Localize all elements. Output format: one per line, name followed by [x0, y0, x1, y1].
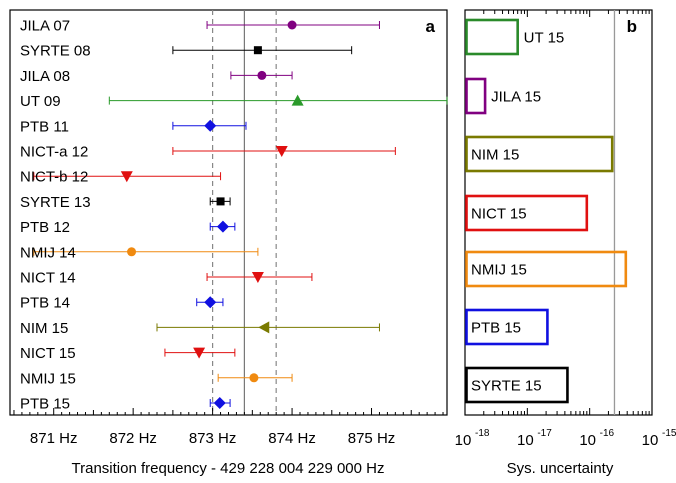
bar-label: JILA 15	[491, 89, 541, 106]
x-tick-label: 873 Hz	[189, 430, 237, 447]
error-bars	[33, 21, 448, 407]
data-point-circle	[127, 247, 137, 257]
panel-b-uncertainty-chart: UT 15 JILA 15 NIM 15 NICT 15 NMIJ 15 PTB 15 SY…	[455, 9, 676, 477]
reference-lines	[212, 10, 277, 415]
log-tick-label: 10	[517, 432, 534, 449]
row-label: PTB 14	[20, 295, 70, 312]
data-point-triangle-down	[275, 146, 288, 157]
data-point-square	[253, 46, 262, 55]
row-label: NICT-a 12	[20, 144, 88, 161]
data-point-triangle-up	[291, 94, 304, 106]
uncertainty-bar	[465, 18, 519, 56]
log-tick-exponent: -15	[662, 428, 676, 439]
data-point-circle	[257, 70, 267, 80]
row-label: PTB 12	[20, 219, 70, 236]
log-tick-label: 10	[579, 432, 596, 449]
row-label: JILA 07	[20, 18, 70, 35]
panel-a-label: a	[426, 17, 436, 36]
x-tick-label: 871 Hz	[30, 430, 78, 447]
bar-label: NICT 15	[471, 206, 527, 223]
panel-b-label: b	[627, 17, 637, 36]
log-tick-label: 10	[455, 432, 472, 449]
data-markers	[120, 20, 304, 409]
log-tick-label: 10	[642, 432, 659, 449]
bar-label: SYRTE 15	[471, 378, 542, 395]
row-label: UT 09	[20, 93, 61, 110]
x-tick-label: 874 Hz	[268, 430, 316, 447]
row-label: NMIJ 15	[20, 370, 76, 387]
row-label: SYRTE 13	[20, 194, 91, 211]
row-label: PTB 15	[20, 396, 70, 413]
log-tick-exponent: -16	[600, 428, 615, 439]
row-label: PTB 11	[20, 118, 69, 135]
bar-label: NMIJ 15	[471, 262, 527, 279]
x-axis-label-b: Sys. uncertainty	[507, 460, 614, 477]
x-axis-ticks: 871 Hz 872 Hz 873 Hz 874 Hz 875 Hz	[13, 408, 444, 447]
row-label: NIM 15	[20, 320, 68, 337]
row-label: JILA 08	[20, 68, 70, 85]
row-labels: JILA 07 SYRTE 08 JILA 08 UT 09 PTB 11 NICT-a …	[20, 18, 91, 413]
uncertainty-bar	[465, 308, 549, 346]
log-axis-ticks: 10 -18 10 -17 10 -16 10 -15	[455, 10, 676, 449]
data-point-square	[216, 197, 225, 206]
data-point-circle	[287, 20, 297, 30]
data-point-triangle-down	[193, 347, 206, 359]
bar-label: UT 15	[524, 30, 565, 47]
log-tick-exponent: -18	[475, 428, 490, 439]
row-label: NMIJ 14	[20, 244, 76, 261]
uncertainty-bar	[465, 250, 628, 288]
x-tick-label: 875 Hz	[348, 430, 396, 447]
panel-b-frame	[464, 9, 653, 416]
row-label: NICT-b 12	[20, 169, 88, 186]
uncertainty-bar	[465, 77, 487, 115]
uncertainty-bar	[465, 135, 614, 173]
data-point-circle	[249, 373, 259, 383]
uncertainty-bar	[465, 366, 569, 404]
data-point-diamond	[213, 397, 226, 409]
data-point-diamond	[204, 296, 217, 309]
row-label: SYRTE 08	[20, 43, 91, 60]
log-tick-exponent: -17	[537, 428, 552, 439]
panel-a-frequency-chart: JILA 07 SYRTE 08 JILA 08 UT 09 PTB 11 NICT-a …	[9, 9, 448, 477]
bar-label: NIM 15	[471, 147, 519, 164]
data-point-triangle-down	[251, 272, 264, 283]
row-label: NICT 15	[20, 345, 76, 362]
uncertainty-bars: UT 15 JILA 15 NIM 15 NICT 15 NMIJ 15 PTB 15 SY…	[465, 18, 628, 404]
data-point-diamond	[216, 220, 229, 233]
data-point-triangle-down	[120, 171, 133, 183]
bar-label: PTB 15	[471, 320, 521, 337]
uncertainty-bar	[465, 194, 589, 232]
data-point-triangle-left	[258, 321, 270, 334]
x-axis-label: Transition frequency - 429 228 004 229 0…	[72, 460, 385, 477]
data-point-diamond	[204, 119, 217, 132]
row-label: NICT 14	[20, 270, 76, 287]
x-tick-label: 872 Hz	[109, 430, 157, 447]
